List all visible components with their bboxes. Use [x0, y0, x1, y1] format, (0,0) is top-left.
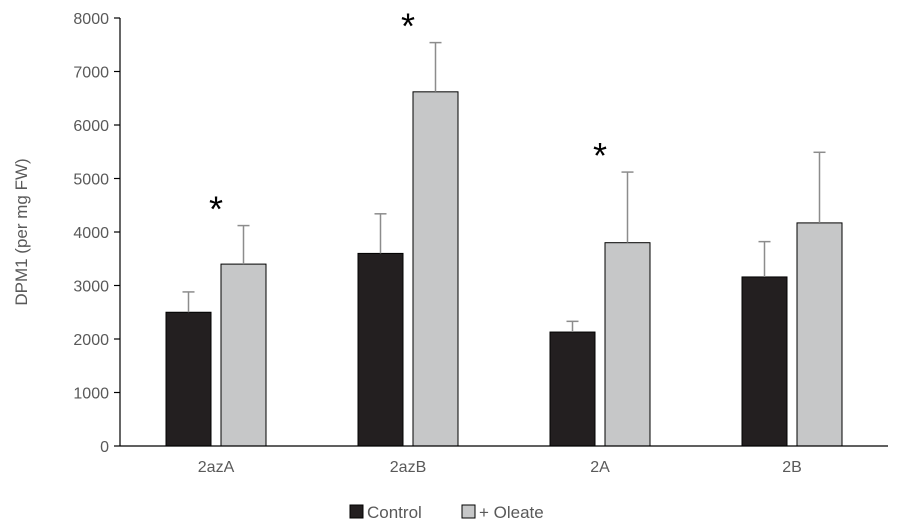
y-tick-label: 5000	[73, 172, 109, 189]
bar-control	[165, 311, 212, 447]
y-tick-label: 6000	[73, 118, 109, 135]
legend-swatch-control	[349, 504, 364, 519]
y-tick-label: 0	[100, 439, 109, 456]
y-axis-title: DPM1 (per mg FW)	[12, 158, 31, 305]
significance-asterisk: *	[401, 6, 415, 47]
legend: Control + Oleate	[349, 503, 544, 522]
bar-oleate	[604, 242, 651, 447]
significance-asterisk: *	[593, 135, 607, 176]
x-tick-label: 2A	[590, 459, 610, 476]
bar-oleate	[220, 263, 267, 447]
x-tick-label: 2azA	[198, 459, 235, 476]
y-tick-label: 8000	[73, 11, 109, 28]
bar-control	[357, 252, 404, 447]
legend-swatch-oleate	[461, 504, 476, 519]
x-tick-label: 2azB	[390, 459, 426, 476]
y-tick-label: 3000	[73, 279, 109, 296]
y-tick-label: 4000	[73, 225, 109, 242]
bar-control	[549, 331, 596, 447]
axes	[119, 18, 888, 447]
significance-marks: * * *	[209, 6, 607, 230]
x-tick-label: 2B	[782, 459, 802, 476]
bars-group	[165, 41, 843, 447]
bar-oleate	[412, 91, 459, 447]
y-tick-label: 1000	[73, 386, 109, 403]
bar-oleate	[796, 222, 843, 447]
significance-asterisk: *	[209, 189, 223, 230]
x-axis-ticks: 2azA 2azB 2A 2B	[198, 459, 802, 476]
y-tick-label: 2000	[73, 332, 109, 349]
legend-label-oleate: + Oleate	[479, 503, 544, 522]
y-tick-label: 7000	[73, 65, 109, 82]
y-axis-ticks: 0 1000 2000 3000 4000 5000 6000 7000 8000	[73, 11, 120, 456]
legend-label-control: Control	[367, 503, 422, 522]
bar-control	[741, 276, 788, 447]
